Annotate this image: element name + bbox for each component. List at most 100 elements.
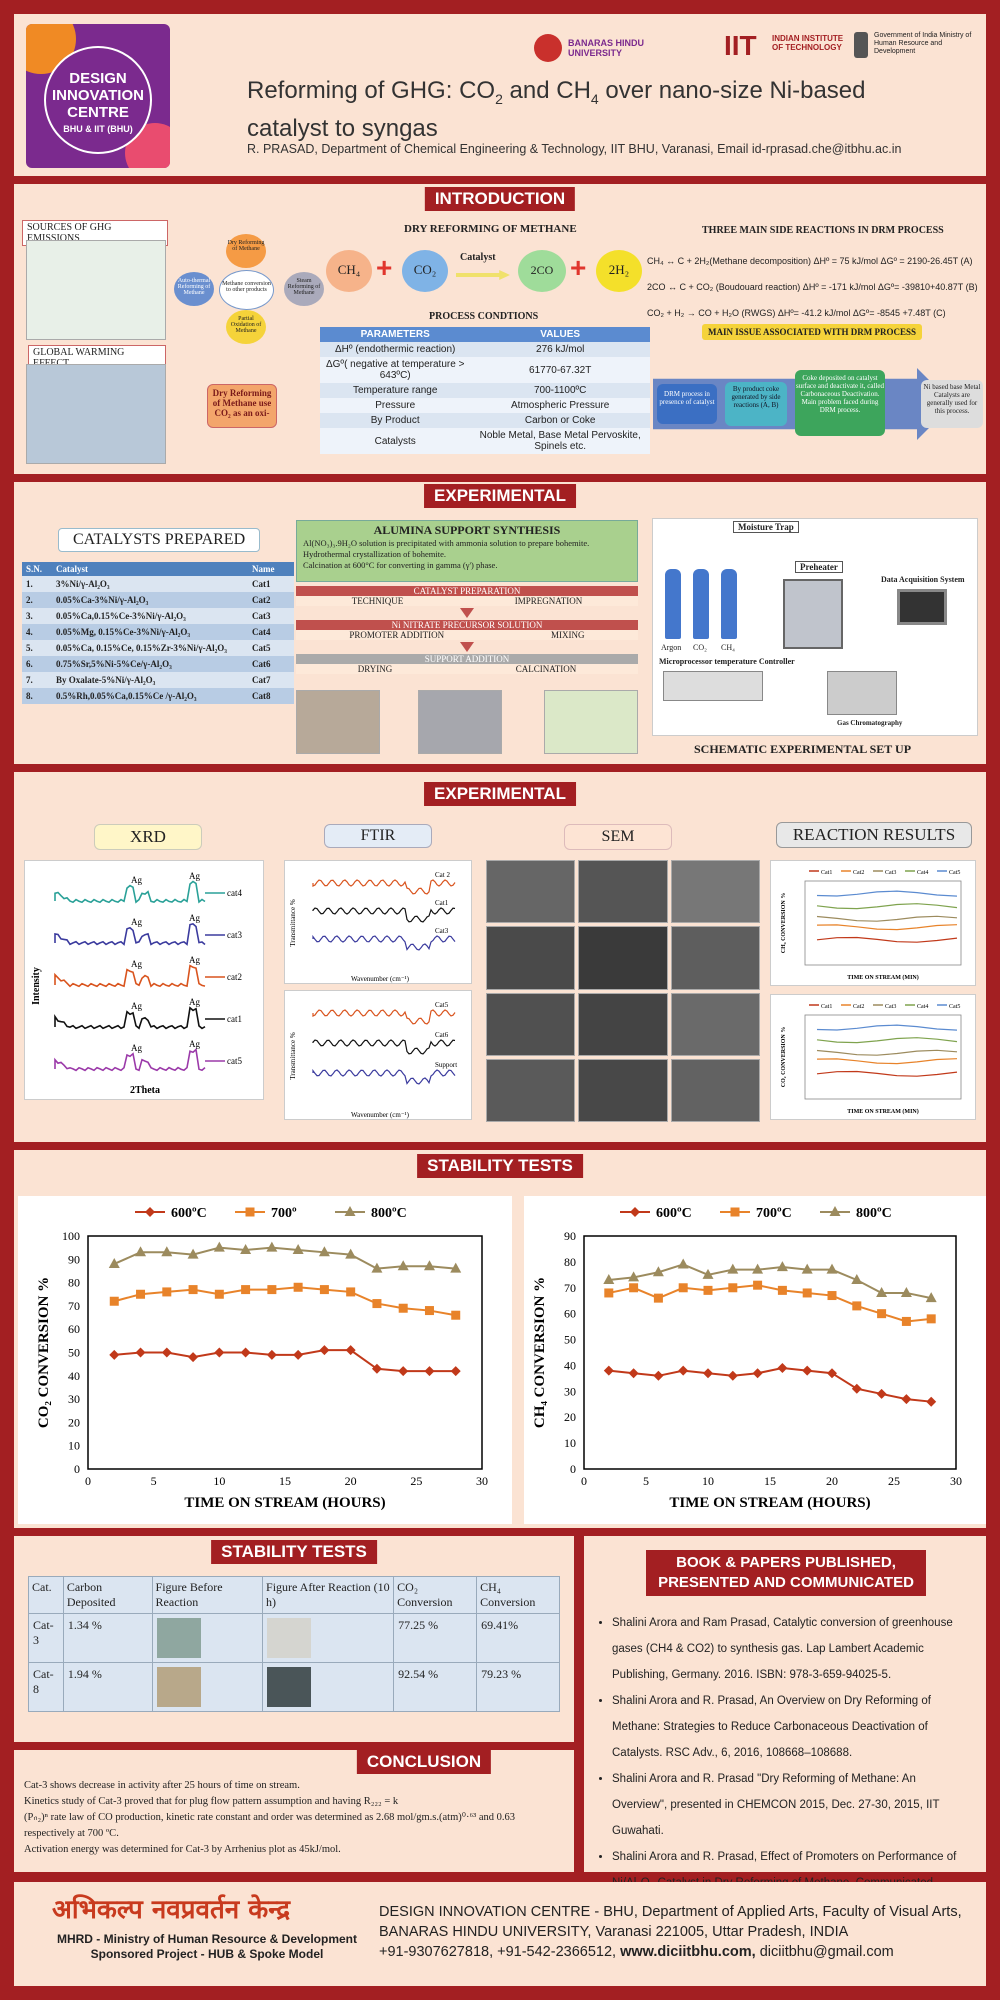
data-point [135,1347,146,1358]
xrd-peak-label: Ag [189,913,200,923]
data-point [161,1246,173,1257]
preheater-label: Preheater [795,561,843,573]
drm-equation: CH₄ + CO₂ Catalyst 2CO + 2H₂ [326,250,656,296]
y-tick-label: 50 [68,1346,80,1360]
conclusion-item: (Pₙ₂)ⁿ rate law of CO production, kineti… [24,1812,516,1839]
email-link[interactable]: diciitbhu@gmail.com [755,1944,894,1960]
x-tick-label: 20 [345,1474,357,1488]
data-point [603,1274,615,1285]
data-point [240,1243,252,1254]
data-point [728,1283,738,1293]
y-axis-label: CO₂ CONVERSION % [781,1027,787,1087]
data-point [188,1285,198,1295]
data-point [851,1274,863,1285]
data-point [450,1366,461,1377]
header-panel: DESIGN INNOVATION CENTRE BHU & IIT (BHU)… [14,14,986,176]
data-point [293,1282,303,1292]
experimental-panel-2: EXPERIMENTAL XRD FTIR SEM REACTION RESUL… [14,772,986,1142]
stability-row: Cat-3 1.34 % 77.25 % 69.41% [28,1613,560,1663]
conclusion-panel: CONCLUSION Cat-3 shows decrease in activ… [14,1750,574,1872]
stability-plot: 0 10 20 30 40 50 60 70 80 90 0 5 10 15 20 25 30 TIME ON S… [524,1196,986,1524]
xrd-peak-label: Ag [189,871,200,881]
global-warming-image [26,364,166,464]
xrd-peak-label: Ag [131,1001,142,1011]
cycle-node: Steam Reforming of Methane [284,272,324,306]
data-point [188,1352,199,1363]
legend-label: Cat4 [917,870,928,876]
x-tick-label: 0 [85,1474,91,1488]
data-point [776,1261,788,1272]
sem-image [670,992,760,1056]
ftir-series-label: Cat1 [435,899,449,907]
x-tick-label: 5 [643,1474,649,1488]
alumina-list: Al(NO₃)₃.9H₂O solution is precipitated w… [297,538,637,571]
cycle-node: Methane conversion to other products [219,270,274,310]
down-arrow-icon [460,608,474,618]
legend-label: Cat3 [885,870,896,876]
data-point [214,1289,224,1299]
reaction-plot: Cat1 Cat2 Cat3 Cat4 Cat5 TIME ON STREAM (MIN)… [781,870,962,981]
data-point [603,1365,614,1376]
y-tick-label: 60 [564,1307,576,1321]
sem-image [578,860,668,924]
legend-label: 700º [271,1206,297,1221]
data-point [136,1289,146,1299]
ftir-series-label: Cat6 [435,1031,449,1039]
books-title: BOOK & PAPERS PUBLISHED, PRESENTED AND C… [646,1550,926,1596]
hindi-title: अभिकल्प नवप्रवर्तन केन्द्र [52,1895,291,1925]
data-point [109,1349,120,1360]
side-reactions: CH₄ ↔ C + 2H₂(Methane decomposition) ΔHº… [647,248,982,326]
y-axis-label: CO₂ CONVERSION % [36,1277,52,1428]
process-row: By Product Carbon or Coke [320,413,650,428]
alumina-item: Al(NO₃)₃.9H₂O solution is precipitated w… [303,538,590,548]
reaction-line [816,915,958,922]
xrd-peak-label: Ag [131,1043,142,1053]
data-point [241,1285,251,1295]
before-photo [156,1667,201,1707]
data-point [628,1271,640,1282]
reaction-line [816,890,958,897]
xrd-trace [54,1048,206,1072]
x-tick-label: 0 [581,1474,587,1488]
website-link[interactable]: www.diciitbhu.com, [620,1944,756,1960]
data-point [371,1363,382,1374]
cycle-node: Partial Oxidation of Methane [226,310,266,344]
data-point [371,1262,383,1273]
ftir-trace [312,934,456,951]
x-tick-label: 30 [476,1474,488,1488]
data-point [109,1296,119,1306]
process-row: Catalysts Noble Metal, Base Metal Pervosk… [320,428,650,454]
dry-reforming-box: Dry Reforming of Methane use CO₂ as an o… [207,384,277,428]
catalyst-label: Catalyst [460,252,496,263]
books-list: Shalini Arora and Ram Prasad, Catalytic … [600,1610,974,1896]
data-point [801,1263,813,1274]
legend-label: 600ºC [171,1206,207,1221]
xrd-trace [54,1006,206,1030]
conclusion-item: Kinetics study of Cat-3 proved that for … [24,1796,399,1807]
data-point [423,1260,435,1271]
process-row: Pressure Atmospheric Pressure [320,398,650,413]
y-tick-label: 40 [564,1358,576,1372]
data-point [852,1301,862,1311]
chart-bg [18,1196,512,1524]
x-axis-label: 2Theta [130,1085,160,1096]
cycle-node: Auto-thermal Reforming of Methane [174,272,214,306]
x-axis-label: TIME ON STREAM (HOURS) [184,1495,385,1511]
moisture-label: Moisture Trap [733,521,799,533]
setup-caption: SCHEMATIC EXPERIMENTAL SET UP [694,742,912,756]
data-point [827,1368,837,1379]
data-point [678,1283,688,1293]
prep-step: SUPPORT ADDITION [296,654,638,664]
y-tick-label: 100 [62,1229,80,1243]
data-point [424,1306,434,1316]
co2-bubble: CO₂ [402,250,448,292]
legend-label: Cat5 [949,870,960,876]
stability-table-panel: STABILITY TESTS Cat. Carbon Deposited Figu… [14,1536,574,1742]
chart-bg [524,1196,986,1524]
sem-image [578,992,668,1056]
data-point [397,1260,409,1271]
introduction-panel: INTRODUCTION SOURCES OF GHG EMISSIONS GL… [14,184,986,474]
tab-reaction-results: REACTION RESULTS [776,822,972,848]
stability-table: Cat. Carbon Deposited Figure Before Reacti… [28,1576,560,1712]
sem-grid [486,860,760,1122]
